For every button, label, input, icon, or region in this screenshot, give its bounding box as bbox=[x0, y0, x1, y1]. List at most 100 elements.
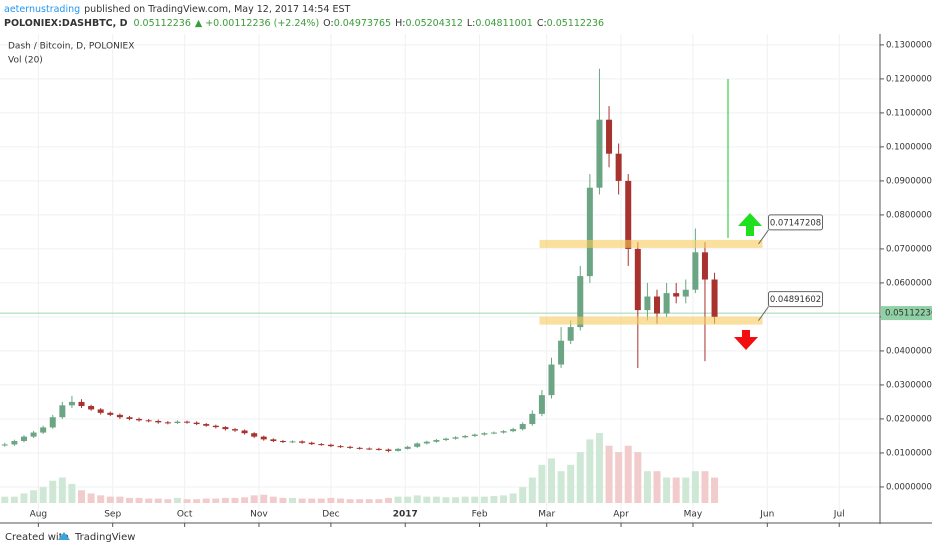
change: ▲ +0.00112236 (+2.24%) bbox=[195, 18, 319, 29]
volume-bar bbox=[30, 490, 38, 503]
candle-body bbox=[538, 395, 545, 414]
volume-bar bbox=[20, 493, 28, 503]
volume-bar bbox=[356, 499, 364, 503]
volume-bar bbox=[125, 497, 133, 503]
candle-body bbox=[558, 340, 565, 365]
candle-body bbox=[452, 437, 459, 439]
footer bbox=[0, 528, 932, 550]
candle-body bbox=[692, 252, 699, 290]
callout-box bbox=[768, 291, 824, 308]
ohlc-label: L: bbox=[467, 18, 476, 29]
volume-bar bbox=[135, 497, 143, 503]
candle-body bbox=[145, 420, 152, 422]
published: published on TradingView.com, May 12, 20… bbox=[84, 4, 350, 15]
candle-body bbox=[231, 429, 238, 431]
volume-bar bbox=[154, 498, 162, 503]
callout-line bbox=[758, 229, 769, 245]
callout-label: 0.07147208 bbox=[770, 218, 821, 228]
logo bbox=[58, 532, 70, 540]
footer-prefix: Created with bbox=[5, 532, 69, 543]
volume-bar bbox=[68, 483, 76, 503]
candle-body bbox=[97, 409, 104, 413]
candle-body bbox=[193, 422, 200, 425]
volume-bar bbox=[173, 497, 181, 503]
candle-body bbox=[701, 252, 708, 280]
volume-bar bbox=[269, 496, 277, 503]
volume-bar bbox=[193, 499, 201, 503]
callout-label: 0.04891602 bbox=[770, 295, 821, 305]
x-tick-label: Dec bbox=[322, 510, 339, 520]
volume-bar bbox=[39, 487, 47, 503]
volume-bar bbox=[413, 495, 421, 503]
x-tick-label: Mar bbox=[538, 510, 555, 520]
candle-body bbox=[174, 421, 181, 424]
ohlc-value: 0.04811001 bbox=[475, 18, 532, 29]
candle-body bbox=[30, 432, 37, 437]
volume-bar bbox=[241, 497, 249, 503]
volume-bar bbox=[461, 496, 469, 503]
candle-body bbox=[59, 405, 66, 418]
candle-body bbox=[299, 441, 306, 443]
ohlc-label: O: bbox=[323, 18, 334, 29]
footer-brand[interactable]: TradingView bbox=[74, 532, 135, 543]
volume-bar bbox=[672, 477, 680, 503]
candle-body bbox=[414, 443, 421, 447]
candle-body bbox=[510, 429, 517, 432]
candle-body bbox=[385, 449, 392, 451]
candle-body bbox=[567, 327, 574, 341]
volume-bar bbox=[711, 477, 719, 503]
x-tick-label: Feb bbox=[472, 510, 488, 520]
candle-body bbox=[673, 293, 680, 297]
volume-bar bbox=[231, 497, 239, 503]
volume-bar bbox=[528, 477, 536, 503]
candle-body bbox=[241, 430, 248, 434]
down-arrow bbox=[734, 330, 758, 350]
price-tag-label: 0.05112236 bbox=[885, 309, 932, 319]
author[interactable]: aeternustrading bbox=[4, 4, 80, 15]
level-band bbox=[539, 239, 763, 248]
candle-body bbox=[279, 441, 286, 443]
volume-bar bbox=[519, 487, 527, 503]
volume-bar bbox=[116, 496, 124, 503]
candle-body bbox=[395, 448, 402, 451]
volume-bar bbox=[586, 439, 594, 503]
volume-bar bbox=[145, 498, 153, 503]
volume-bar bbox=[308, 498, 316, 503]
candle-body bbox=[433, 440, 440, 442]
volume-bar bbox=[480, 496, 488, 503]
ohlc-label: C: bbox=[537, 18, 547, 29]
candle-body bbox=[519, 424, 526, 430]
volume-bar bbox=[653, 471, 661, 503]
candle-body bbox=[270, 439, 277, 442]
volume-bar bbox=[365, 499, 373, 503]
volume-bar bbox=[615, 452, 623, 503]
candle-body bbox=[596, 119, 603, 188]
volume-bar bbox=[346, 499, 354, 503]
candle-body bbox=[49, 417, 56, 428]
candle-body bbox=[308, 442, 315, 445]
volume-bar bbox=[260, 494, 268, 503]
x-tick-label: Apr bbox=[613, 510, 629, 520]
volume-bar bbox=[97, 495, 105, 503]
candle-body bbox=[615, 153, 622, 181]
price-tag bbox=[881, 306, 932, 321]
last: 0.05112236 bbox=[133, 18, 190, 29]
candle-body bbox=[711, 279, 718, 317]
volume-bar bbox=[452, 497, 460, 503]
candle-body bbox=[356, 447, 363, 449]
volume-bar bbox=[471, 496, 479, 503]
volume-bar bbox=[212, 498, 220, 503]
volume-bar bbox=[624, 445, 632, 503]
grid bbox=[0, 34, 880, 523]
y-tick-label: 0.13000000 bbox=[886, 40, 932, 50]
volume-bar bbox=[336, 498, 344, 503]
candle-body bbox=[577, 276, 584, 328]
volume-bar bbox=[576, 452, 584, 503]
candle-body bbox=[654, 296, 661, 314]
volume-bar bbox=[375, 499, 383, 503]
